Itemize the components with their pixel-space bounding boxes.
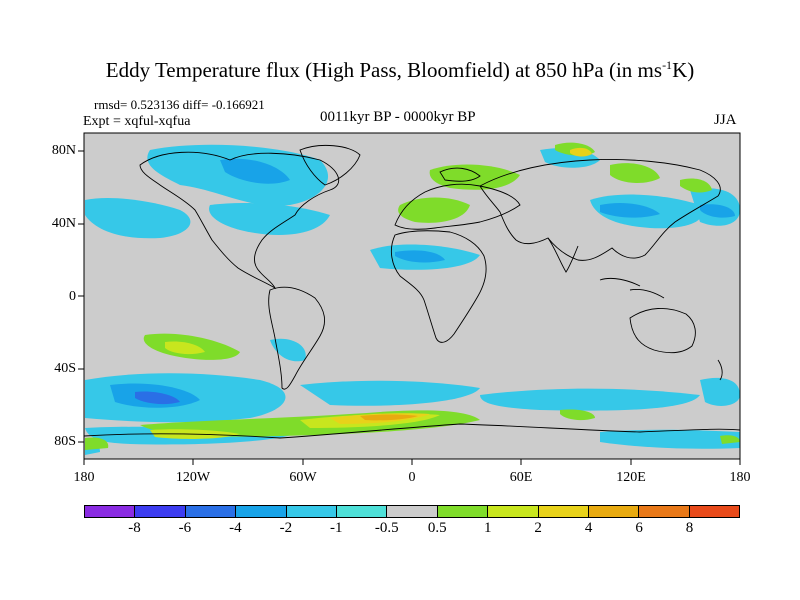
colorbar-label: -4 — [229, 520, 242, 536]
colorbar-label: -6 — [178, 520, 192, 536]
colorbar-box — [488, 506, 539, 517]
plot-title: Eddy Temperature flux (High Pass, Bloomf… — [105, 58, 695, 82]
colorbar-box — [336, 506, 388, 517]
lon-label-120w: 120W — [175, 470, 211, 485]
lat-label-0: 0 — [69, 289, 76, 304]
period-label: 0011kyr BP - 0000kyr BP — [320, 109, 476, 125]
colorbar-box — [639, 506, 690, 517]
lon-label-60e: 60E — [509, 470, 533, 485]
coastlines — [84, 145, 740, 439]
colorbar-box — [135, 506, 186, 517]
axis-ticks — [78, 150, 741, 465]
season-label: JJA — [714, 112, 737, 128]
colorbar-label: 6 — [635, 520, 643, 536]
colorbar — [84, 505, 740, 518]
colorbar-box — [286, 506, 337, 517]
colorbar-box — [437, 506, 489, 517]
lat-label-80s: 80S — [54, 434, 76, 449]
anomaly-shading — [85, 142, 740, 455]
colorbar-label: -0.5 — [374, 520, 399, 536]
lon-label-180e: 180 — [729, 470, 751, 485]
colorbar-box — [387, 506, 438, 517]
colorbar-label: -1 — [330, 520, 343, 536]
experiment-label: Expt = xqful-xqfua — [83, 114, 191, 129]
colorbar-label: -2 — [279, 520, 293, 536]
colorbar-label: 1 — [483, 520, 492, 536]
colorbar-label: 2 — [534, 520, 542, 536]
colorbar-box — [689, 506, 740, 517]
stats-text: rmsd= 0.523136 diff= -0.166921 — [94, 97, 265, 112]
lon-label-120e: 120E — [616, 470, 646, 485]
colorbar-box — [185, 506, 237, 517]
colorbar-label: 8 — [685, 520, 694, 536]
colorbar-label: 4 — [584, 520, 593, 536]
lat-label-80n: 80N — [51, 143, 76, 158]
title-superscript: -1 — [662, 58, 673, 72]
colorbar-label: 0.5 — [427, 520, 447, 536]
lat-label-40s: 40S — [54, 361, 76, 376]
lon-label-180w: 180 — [73, 470, 95, 485]
colorbar-box — [538, 506, 589, 517]
lon-label-60w: 60W — [289, 470, 317, 485]
colorbar-box — [236, 506, 287, 517]
colorbar-box — [588, 506, 640, 517]
colorbar-box — [85, 506, 136, 517]
lat-label-40n: 40N — [51, 216, 76, 231]
lon-label-0: 0 — [408, 470, 416, 485]
colorbar-label: -8 — [128, 520, 141, 536]
